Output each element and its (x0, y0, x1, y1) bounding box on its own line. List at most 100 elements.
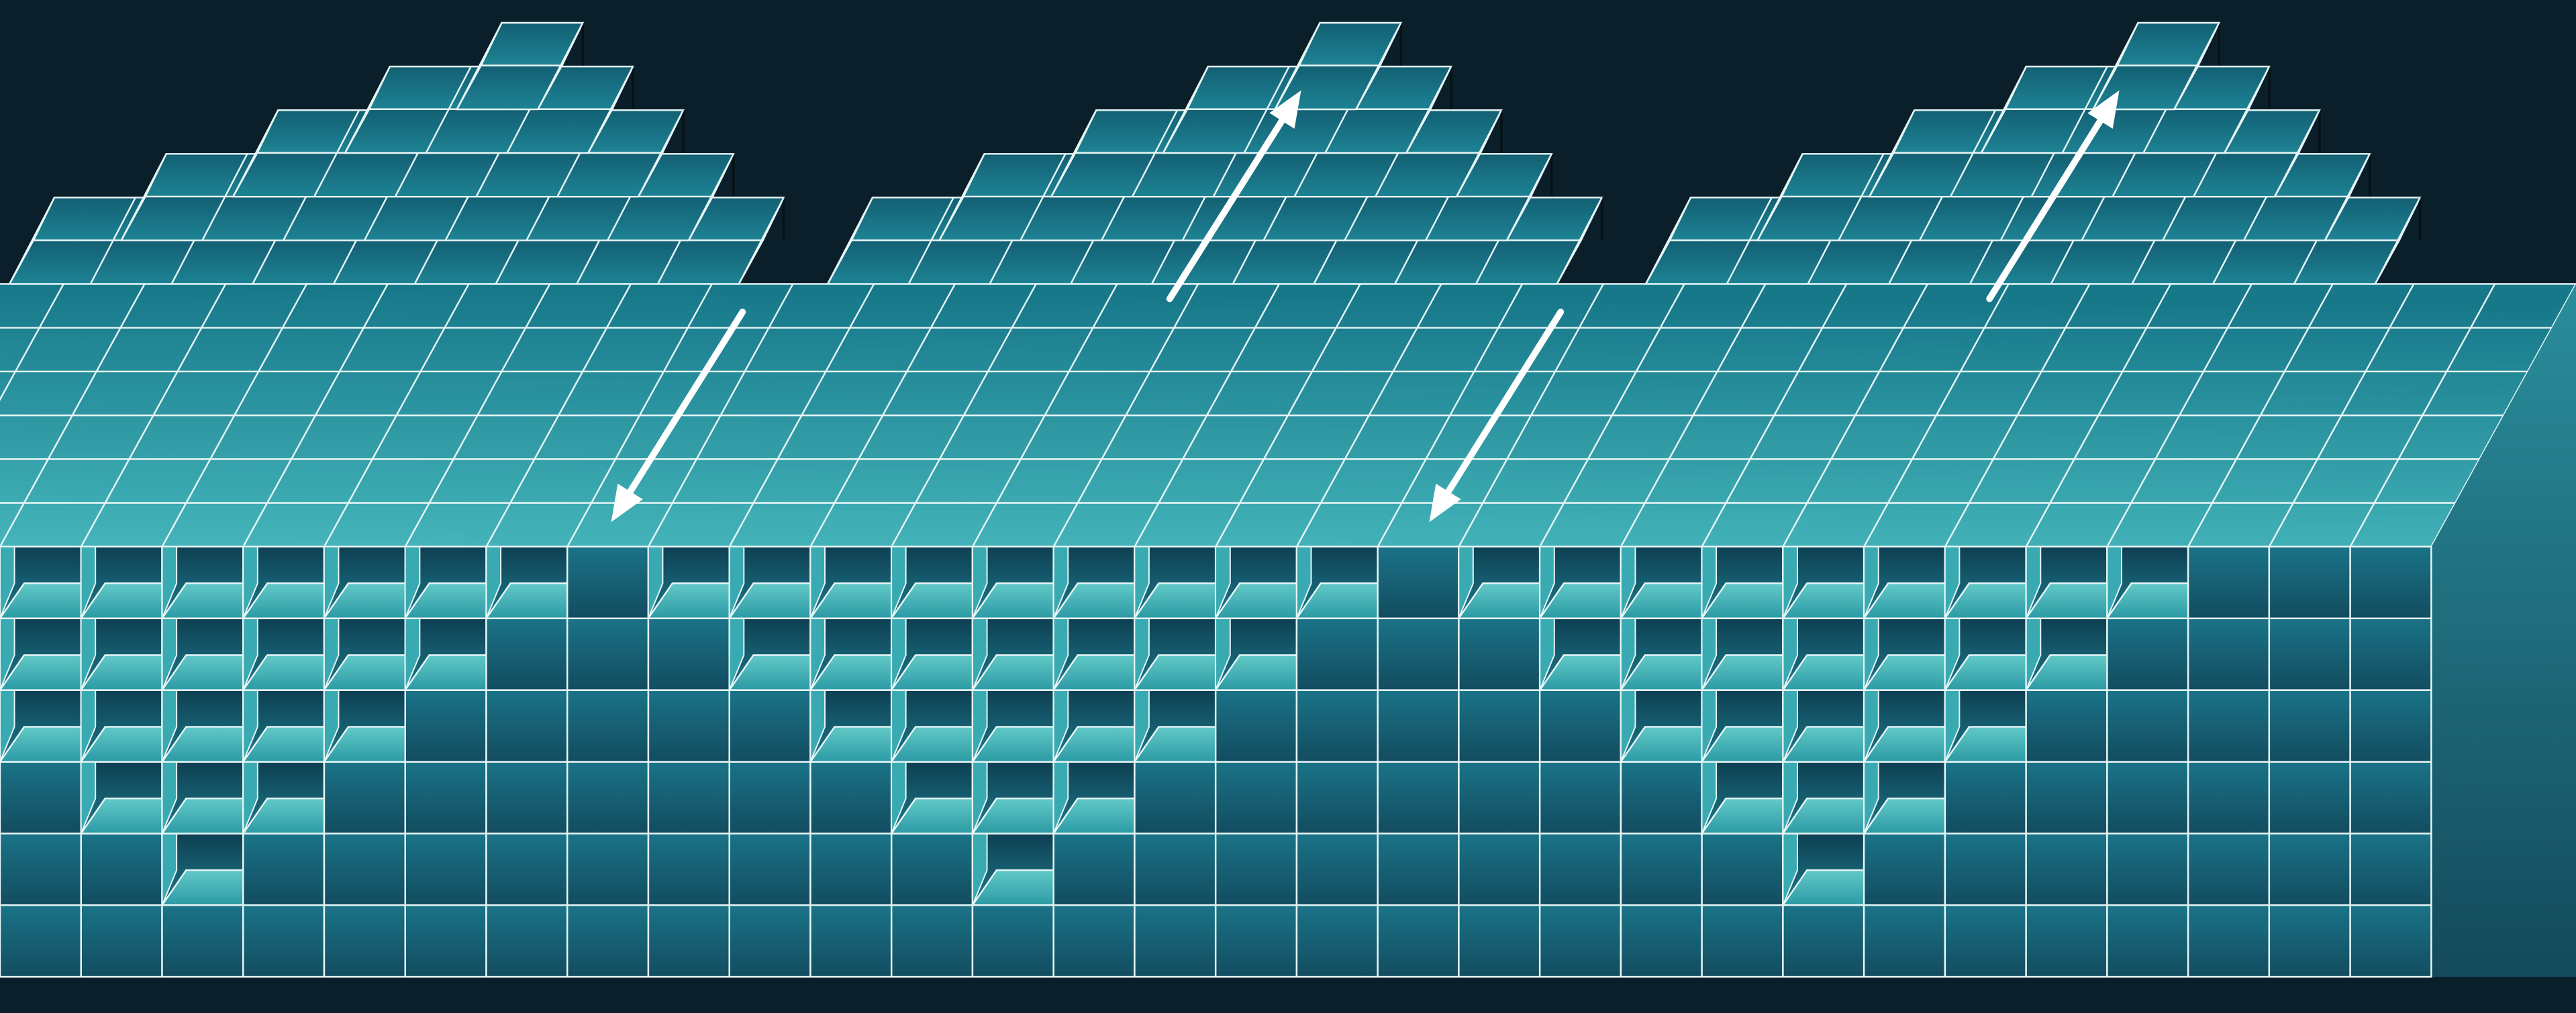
front-cell (1620, 833, 1703, 906)
tier-line (638, 109, 685, 197)
plane-line (242, 283, 389, 547)
arrow-head (1269, 90, 1301, 129)
cube-field (0, 21, 2576, 1013)
recess-side (1458, 545, 1474, 619)
front-cell (1134, 833, 1217, 906)
front-cell (1944, 904, 2027, 978)
front-cell (890, 833, 974, 906)
front-cell (485, 761, 568, 835)
front-cell (728, 761, 811, 835)
tier-top (1868, 152, 2300, 198)
tier-line (232, 109, 279, 197)
front-cell (566, 545, 650, 620)
recess-side (80, 545, 97, 619)
front-cell (2106, 904, 2189, 978)
front-cell (1458, 617, 1541, 691)
recess-side (1215, 545, 1231, 619)
front-cell (485, 904, 568, 978)
plane-line (404, 283, 551, 547)
front-cell (1214, 761, 1298, 835)
front-cell (1538, 689, 1622, 763)
plane-line (2268, 283, 2415, 547)
front-cell (2349, 833, 2432, 906)
plane-line (1052, 283, 1199, 547)
front-cell (1458, 689, 1541, 763)
tier-top (938, 195, 1532, 242)
tier-line (89, 197, 136, 284)
front-cell (1458, 761, 1541, 835)
tier-line (1020, 153, 1067, 241)
front-cell (1863, 904, 1946, 978)
front-cell (809, 904, 893, 978)
front-cell (404, 904, 487, 978)
tier-top (1979, 108, 2250, 154)
front-cell (2349, 545, 2432, 620)
tier-line (9, 197, 56, 284)
front-cell (1538, 833, 1622, 906)
front-cell (1377, 689, 1460, 763)
front-cell (971, 904, 1054, 978)
front-cell (566, 833, 650, 906)
arrow-shaft (1986, 117, 2103, 303)
front-cell (1295, 904, 1379, 978)
tier-line (1455, 109, 1503, 197)
front-cell (2106, 689, 2189, 763)
recess-side (1782, 545, 1799, 619)
tier-line (938, 153, 985, 241)
recess-side (728, 545, 745, 619)
tier-line (1050, 109, 1097, 197)
recess-side (1134, 545, 1150, 619)
front-cell (2349, 689, 2432, 763)
front-cell (1458, 904, 1541, 978)
front-cell (2187, 904, 2271, 978)
plane-line (1215, 283, 1361, 547)
tier-top (1050, 152, 1482, 198)
plane-line (809, 283, 956, 547)
plane-line (647, 283, 794, 547)
recess-side (647, 545, 664, 619)
tier-line (1243, 66, 1290, 154)
tier-line (344, 66, 391, 154)
front-cell (2268, 833, 2351, 906)
recess-side (809, 545, 826, 619)
front-cell (728, 833, 811, 906)
front-cell (1377, 833, 1460, 906)
front-cell (1944, 833, 2027, 906)
tier-top (1756, 195, 2350, 242)
recess-side (1295, 545, 1312, 619)
tier-line (1838, 153, 1885, 241)
front-cell (1295, 761, 1379, 835)
front-cell (242, 833, 326, 906)
front-cell (890, 904, 974, 978)
front-cell (566, 617, 650, 691)
front-cell (1377, 904, 1460, 978)
recess-side (1944, 545, 1961, 619)
recess-side (1701, 545, 1718, 619)
front-cell (728, 689, 811, 763)
arrow-shaft (1166, 117, 1285, 303)
front-cell (809, 833, 893, 906)
tier-line (1162, 66, 1209, 154)
front-cell (1134, 761, 1217, 835)
front-cell (647, 761, 730, 835)
recess-side (1052, 545, 1069, 619)
plane-line (80, 283, 227, 547)
tier-top (8, 239, 764, 285)
front-cell (2025, 761, 2108, 835)
front-cell (1134, 904, 1217, 978)
front-cell (1863, 833, 1946, 906)
tier-line (587, 66, 634, 154)
front-cell (1295, 617, 1379, 691)
front-cell (2106, 761, 2189, 835)
tier-top (232, 152, 664, 198)
front-cell (1052, 904, 1136, 978)
tier-line (2061, 66, 2108, 154)
front-cell (1295, 833, 1379, 906)
tier-line (1756, 153, 1803, 241)
plane-line (728, 283, 875, 547)
tier-line (201, 153, 248, 241)
front-cell (809, 761, 893, 835)
tier-line (907, 197, 954, 284)
front-cell (2187, 833, 2271, 906)
